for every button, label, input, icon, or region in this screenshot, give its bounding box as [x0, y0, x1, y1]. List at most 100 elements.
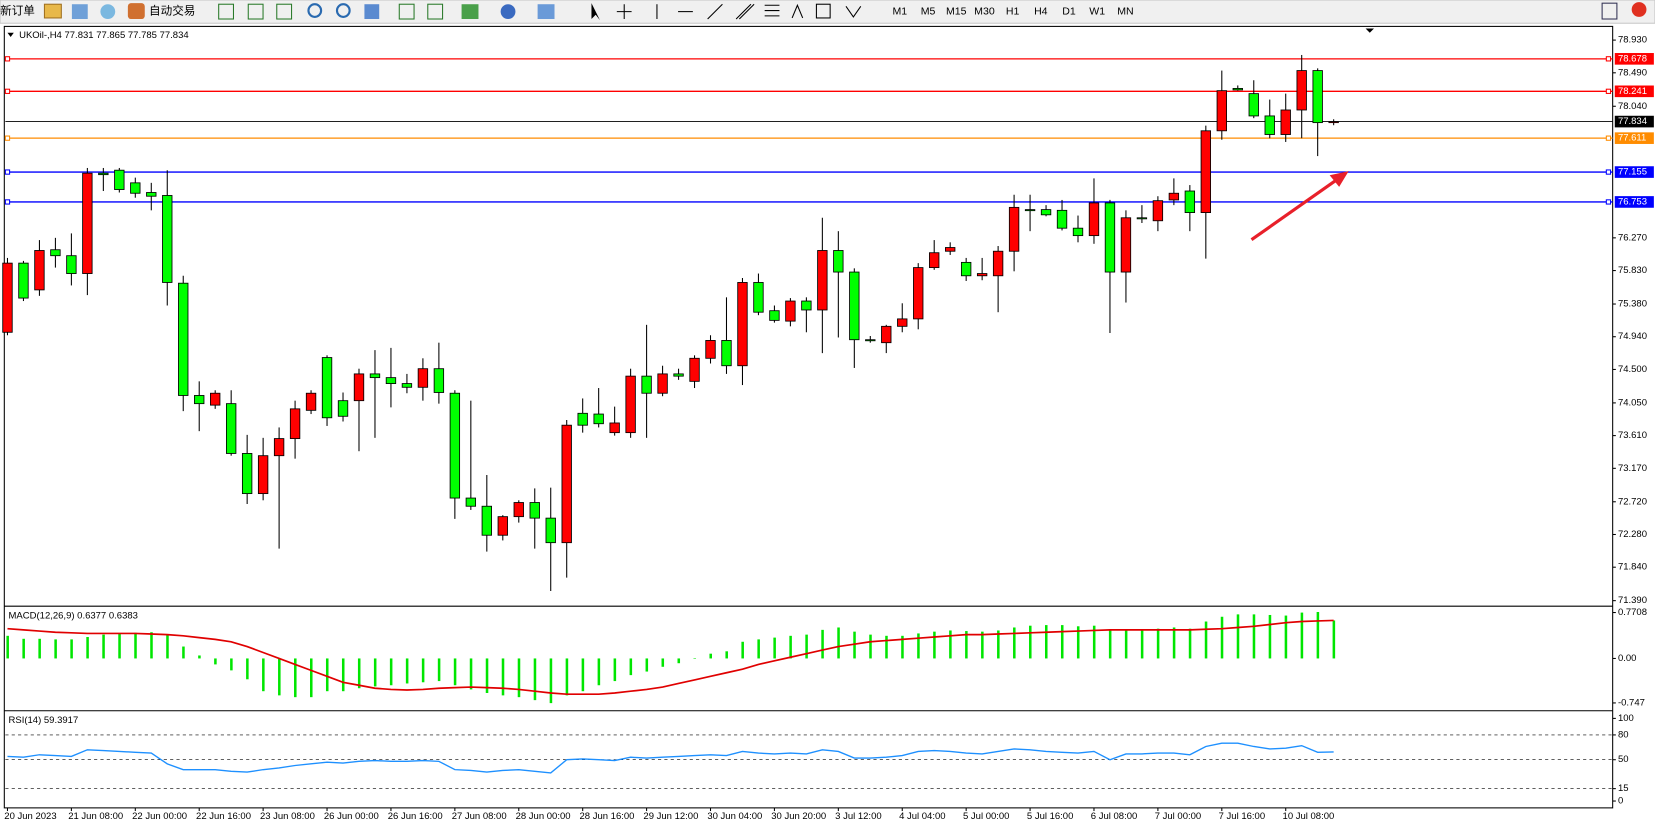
tool-icons — [218, 2, 1647, 21]
y-tick-label: 100 — [1618, 713, 1634, 724]
price-label-box — [1614, 85, 1654, 98]
timeframe-button[interactable]: H1 — [1006, 5, 1020, 17]
x-tick-label: 7 Jul 16:00 — [1219, 811, 1265, 822]
histogram-bar — [421, 658, 425, 683]
histogram-bar — [182, 646, 185, 659]
icon[interactable] — [591, 3, 600, 21]
rsi-value: 59.3917 — [44, 715, 78, 726]
histogram-bar — [102, 634, 105, 659]
y-tick-label: 80 — [1618, 729, 1629, 740]
auto-trading-button[interactable]: 自动交易 — [149, 4, 195, 18]
y-tick-label: 72.720 — [1618, 496, 1647, 507]
icon[interactable] — [845, 6, 862, 18]
histogram-bar — [1220, 616, 1224, 659]
histogram-bar — [837, 627, 840, 659]
icon[interactable] — [100, 4, 116, 20]
histogram-bar — [501, 658, 505, 696]
icon[interactable] — [791, 3, 804, 19]
timeframe-button[interactable]: MN — [1117, 5, 1133, 17]
timeframe-button[interactable]: M1 — [893, 5, 908, 17]
icon[interactable] — [247, 3, 264, 20]
histogram-bar — [709, 653, 712, 659]
timeframe-button[interactable]: M30 — [974, 5, 995, 17]
icon[interactable] — [500, 4, 516, 20]
icon[interactable] — [815, 3, 831, 19]
candle-body — [50, 249, 61, 257]
y-tick-label: 74.050 — [1618, 397, 1647, 408]
timeframe-button[interactable]: M5 — [921, 5, 936, 17]
icon[interactable] — [427, 3, 444, 20]
histogram-bar — [1172, 627, 1176, 659]
candle-body — [721, 340, 732, 367]
x-tick-label: 28 Jun 00:00 — [516, 811, 571, 822]
line-handle — [1605, 199, 1612, 205]
candle-body — [162, 195, 173, 283]
candle-body — [225, 403, 237, 454]
icon[interactable] — [364, 4, 380, 20]
icon[interactable] — [764, 4, 780, 17]
y-tick-label: 78.490 — [1618, 67, 1647, 78]
timeframe-button[interactable]: D1 — [1062, 5, 1076, 17]
histogram-bar — [341, 658, 345, 692]
histogram-bar — [70, 639, 73, 659]
icon[interactable] — [307, 3, 323, 18]
x-tick-label: 3 Jul 12:00 — [835, 811, 881, 822]
candle-body — [98, 172, 109, 176]
timeframe-button[interactable]: W1 — [1089, 5, 1105, 17]
icon[interactable] — [398, 3, 415, 20]
histogram-bar — [38, 638, 41, 659]
candle-body — [1200, 130, 1212, 213]
histogram-bar — [693, 658, 697, 659]
candle-body — [1216, 90, 1227, 132]
icon[interactable] — [735, 3, 755, 20]
icon[interactable] — [461, 4, 479, 20]
histogram-bar — [805, 634, 808, 659]
candle-body — [529, 502, 540, 519]
candle-body — [801, 300, 812, 311]
candle-body — [353, 373, 365, 402]
histogram-bar — [405, 658, 409, 684]
icon[interactable] — [616, 4, 632, 20]
candle-body — [1168, 192, 1180, 201]
x-tick-label: 20 Jun 2023 — [4, 811, 56, 822]
candle-body — [817, 250, 828, 311]
candle-body — [673, 373, 684, 377]
price-label: 78.241 — [1618, 86, 1647, 97]
icon[interactable] — [335, 3, 351, 18]
x-tick-label: 5 Jul 00:00 — [963, 811, 1009, 822]
timeframe-bar: M1 M5 M15 M30 H1 H4 D1 W1 MN — [893, 5, 1134, 17]
candle-body — [1248, 93, 1259, 117]
candle-body — [1024, 209, 1036, 212]
x-tick-label: 28 Jun 16:00 — [580, 811, 635, 822]
candle-body — [689, 357, 700, 382]
candle-body — [897, 318, 908, 327]
icon[interactable] — [218, 3, 234, 20]
price-label: 77.834 — [1618, 116, 1647, 127]
y-tick-label: 73.170 — [1618, 463, 1647, 474]
icon[interactable] — [707, 3, 723, 20]
icon[interactable] — [537, 4, 555, 20]
y-tick-label: 73.610 — [1618, 430, 1647, 441]
icon[interactable] — [71, 4, 88, 20]
histogram-bar — [933, 631, 936, 659]
line-handle — [4, 169, 11, 175]
icon[interactable] — [127, 3, 145, 20]
y-tick-label: 71.390 — [1618, 595, 1647, 606]
candle-body — [769, 310, 780, 321]
x-tick-label: 26 Jun 00:00 — [324, 811, 379, 822]
search-icon[interactable] — [1601, 2, 1618, 20]
new-order-button[interactable]: 新订单 — [0, 4, 35, 18]
high: 77.865 — [96, 29, 125, 40]
histogram-bar — [821, 629, 824, 659]
icon[interactable] — [43, 3, 62, 19]
timeframe-button[interactable]: H4 — [1034, 5, 1048, 17]
histogram-bar — [198, 655, 201, 659]
candle-body — [241, 453, 253, 495]
timeframe-button[interactable]: M15 — [946, 5, 967, 17]
histogram-bar — [773, 637, 776, 659]
line-handle — [1605, 135, 1612, 141]
candle-body — [1120, 217, 1132, 273]
icon[interactable] — [276, 3, 293, 20]
notification-icon[interactable] — [1631, 2, 1647, 17]
histogram-bar — [1252, 614, 1256, 659]
